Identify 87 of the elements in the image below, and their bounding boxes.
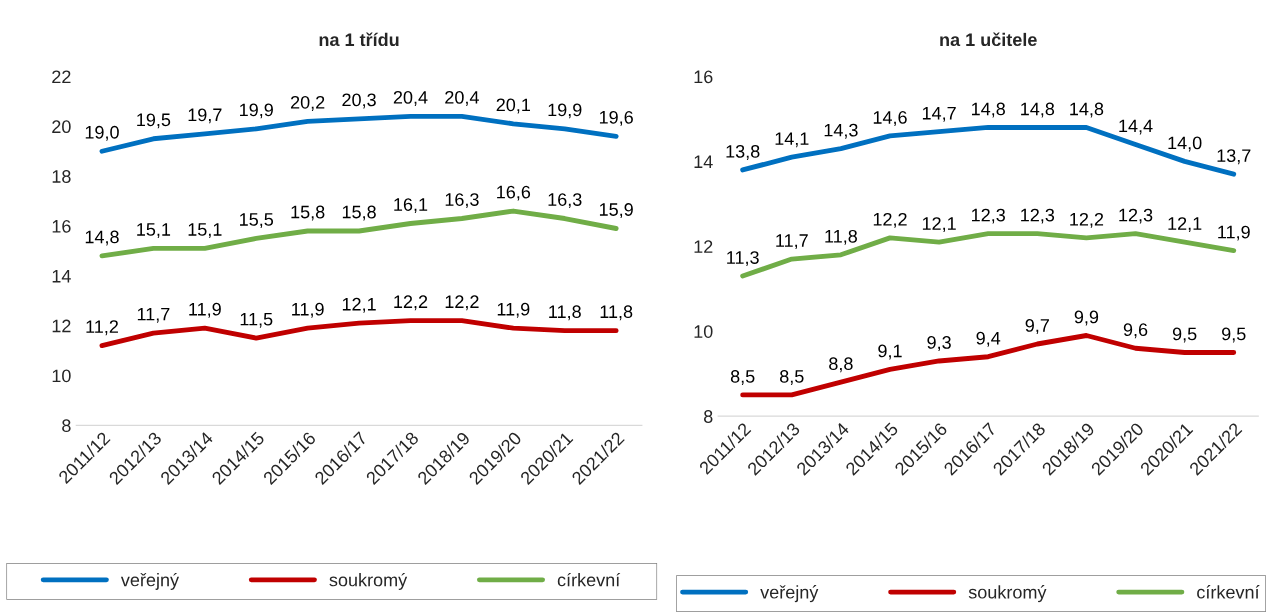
data-label: 13,7 (1217, 149, 1251, 165)
legend-label: soukromý (329, 572, 408, 590)
data-label: 11,2 (86, 320, 118, 336)
data-label: 8,8 (829, 357, 853, 373)
data-label: 19,9 (548, 103, 582, 119)
data-label: 14,8 (1070, 102, 1104, 118)
data-label: 14,6 (873, 111, 907, 126)
data-label: 20,2 (290, 95, 325, 111)
data-label: 11,3 (727, 251, 759, 267)
data-label: 15,9 (599, 203, 633, 219)
data-label: 12,2 (1070, 212, 1104, 228)
chart-title: na 1 třídu (319, 32, 399, 47)
data-label: 16,6 (497, 185, 531, 201)
y-tick-label: 10 (694, 325, 713, 338)
data-label: 9,6 (1123, 323, 1148, 339)
data-label: 14,7 (922, 106, 956, 122)
data-label: 14,4 (1119, 119, 1153, 135)
data-label: 16,3 (548, 193, 582, 209)
data-label: 9,9 (1074, 310, 1099, 326)
data-label: 9,4 (976, 331, 1001, 347)
data-label: 11,5 (240, 312, 273, 328)
data-label: 11,9 (1218, 225, 1250, 241)
legend-label: církevní (1197, 585, 1260, 599)
data-label: 13,8 (726, 144, 760, 160)
data-label: 12,3 (1021, 208, 1055, 224)
y-tick-label: 12 (694, 240, 713, 253)
y-tick-label: 12 (52, 319, 71, 333)
data-label: 14,8 (972, 102, 1005, 118)
data-label: 12,2 (873, 212, 907, 228)
data-label: 16,1 (394, 198, 428, 214)
data-label: 15,1 (188, 223, 222, 238)
data-label: 12,1 (922, 217, 956, 233)
y-tick-label: 16 (694, 70, 713, 84)
data-label: 9,5 (1172, 327, 1197, 343)
data-label: 12,1 (1168, 217, 1202, 233)
data-label: 12,2 (445, 295, 479, 311)
data-label: 14,3 (824, 123, 858, 139)
data-label: 14,8 (85, 230, 119, 246)
data-label: 14,0 (1168, 136, 1202, 152)
data-label: 9,5 (1222, 327, 1246, 343)
y-tick-label: 14 (52, 269, 71, 283)
data-label: 19,0 (85, 125, 119, 141)
data-label: 20,4 (445, 90, 479, 106)
y-tick-label: 22 (52, 70, 71, 84)
data-label: 11,8 (549, 305, 581, 321)
y-tick-label: 18 (52, 170, 71, 183)
data-label: 19,7 (188, 108, 222, 124)
data-label: 19,6 (599, 110, 633, 126)
data-label: 15,8 (342, 205, 376, 221)
data-label: 8,5 (730, 370, 755, 385)
data-label: 12,3 (972, 208, 1005, 224)
data-label: 12,1 (342, 297, 376, 313)
data-label: 11,8 (600, 305, 633, 321)
y-tick-label: 8 (62, 419, 71, 433)
legend-label: veřejný (760, 585, 819, 603)
data-label: 19,5 (137, 113, 171, 129)
y-tick-label: 8 (704, 410, 713, 423)
data-label: 8,5 (780, 370, 804, 385)
data-label: 19,9 (240, 103, 273, 119)
data-label: 9,7 (1025, 319, 1049, 334)
data-label: 11,8 (825, 229, 857, 245)
data-label: 16,3 (445, 193, 479, 209)
data-label: 12,3 (1119, 208, 1153, 224)
data-label: 20,4 (393, 90, 428, 106)
data-label: 20,3 (342, 93, 376, 109)
data-label: 11,7 (137, 307, 170, 323)
legend-label: veřejný (120, 572, 180, 590)
legend-label: soukromý (968, 585, 1047, 603)
data-label: 20,1 (496, 98, 530, 114)
data-label: 15,5 (240, 213, 274, 228)
y-tick-label: 14 (694, 155, 713, 168)
y-tick-label: 16 (52, 219, 71, 233)
data-label: 11,9 (497, 302, 530, 318)
data-label: 15,8 (291, 205, 325, 221)
data-label: 11,9 (292, 302, 324, 318)
data-label: 14,1 (775, 132, 809, 148)
data-label: 9,1 (878, 344, 902, 360)
data-label: 15,1 (137, 223, 171, 238)
y-tick-label: 20 (52, 120, 71, 134)
data-label: 11,9 (189, 302, 221, 318)
legend-label: církevní (557, 572, 621, 587)
chart-title: na 1 učitele (940, 32, 1037, 47)
data-label: 12,2 (394, 295, 428, 311)
data-label: 14,8 (1021, 102, 1055, 118)
data-label: 9,3 (927, 336, 951, 351)
data-label: 11,7 (776, 234, 808, 250)
y-tick-label: 10 (52, 369, 71, 383)
